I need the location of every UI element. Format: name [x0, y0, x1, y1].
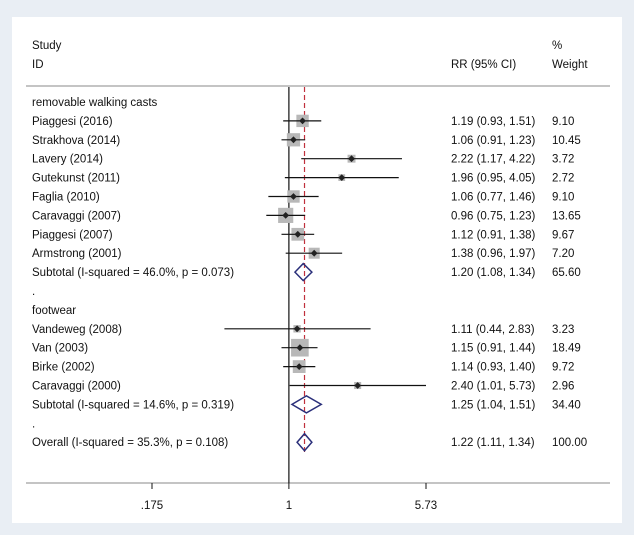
rr-ci-value: 1.25 (1.04, 1.51)	[451, 399, 536, 411]
rr-ci-value: 1.20 (1.08, 1.34)	[451, 267, 536, 279]
study-label: Piaggesi (2016)	[32, 116, 113, 128]
x-tick-label: .175	[141, 500, 163, 512]
study-label: Van (2003)	[32, 343, 88, 355]
forest-row: Birke (2002) 1.14 (0.93, 1.40) 9.72	[32, 360, 574, 374]
rows-layer: removable walking casts Piaggesi (2016) 1.…	[32, 97, 587, 452]
weight-value: 10.45	[552, 135, 581, 147]
weight-value: 34.40	[552, 399, 581, 411]
forest-row: Strakhova (2014) 1.06 (0.91, 1.23) 10.45	[32, 133, 581, 147]
rr-ci-value: 1.06 (0.91, 1.23)	[451, 135, 536, 147]
header-percent: %	[552, 40, 562, 52]
x-tick-label: 5.73	[415, 500, 437, 512]
study-label: Gutekunst (2011)	[32, 173, 120, 185]
study-label: Birke (2002)	[32, 362, 95, 374]
forest-row: Subtotal (I-squared = 46.0%, p = 0.073) 1…	[32, 262, 581, 282]
forest-row: .	[32, 286, 35, 298]
point-estimate	[282, 212, 290, 219]
x-axis: .175 1 5.73	[141, 483, 437, 512]
study-label: Lavery (2014)	[32, 154, 103, 166]
weight-value: 9.72	[552, 362, 574, 374]
forest-row: Caravaggi (2000) 2.40 (1.01, 5.73) 2.96	[32, 381, 574, 393]
x-tick-label: 1	[286, 500, 292, 512]
group-label: removable walking casts	[32, 97, 158, 109]
rr-ci-value: 1.11 (0.44, 2.83)	[451, 324, 535, 336]
weight-value: 2.96	[552, 381, 574, 393]
spacer-dot: .	[32, 418, 35, 430]
subtotal-label: Subtotal (I-squared = 14.6%, p = 0.319)	[32, 399, 234, 411]
forest-row: Subtotal (I-squared = 14.6%, p = 0.319) 1…	[32, 395, 581, 414]
forest-row: Vandeweg (2008) 1.11 (0.44, 2.83) 3.23	[32, 324, 574, 336]
rr-ci-value: 1.96 (0.95, 4.05)	[451, 173, 536, 185]
rr-ci-value: 1.14 (0.93, 1.40)	[451, 362, 536, 374]
overall-diamond	[296, 432, 313, 452]
point-estimate	[294, 230, 302, 238]
subtotal-diamond	[293, 262, 313, 282]
forest-plot: Study ID RR (95% CI) % Weight removable …	[26, 40, 610, 512]
study-label: Armstrong (2001)	[32, 248, 122, 260]
forest-row: Gutekunst (2011) 1.96 (0.95, 4.05) 2.72	[32, 173, 574, 185]
forest-row: footwear	[32, 305, 76, 317]
study-label: Caravaggi (2000)	[32, 381, 121, 393]
weight-value: 3.72	[552, 154, 574, 166]
forest-row: Caravaggi (2007) 0.96 (0.75, 1.23) 13.65	[32, 207, 581, 223]
header-study: Study	[32, 40, 62, 52]
rr-ci-value: 1.38 (0.96, 1.97)	[451, 248, 536, 260]
subtotal-label: Subtotal (I-squared = 46.0%, p = 0.073)	[32, 267, 234, 279]
rr-ci-value: 1.19 (0.93, 1.51)	[451, 116, 536, 128]
study-label: Vandeweg (2008)	[32, 324, 122, 336]
study-label: Strakhova (2014)	[32, 135, 120, 147]
study-label: Faglia (2010)	[32, 192, 100, 204]
forest-row: Faglia (2010) 1.06 (0.77, 1.46) 9.10	[32, 190, 574, 204]
point-estimate	[354, 382, 362, 389]
forest-plot-frame: Study ID RR (95% CI) % Weight removable …	[12, 17, 622, 523]
rr-ci-value: 0.96 (0.75, 1.23)	[451, 210, 536, 222]
weight-value: 65.60	[552, 267, 581, 279]
weight-value: 3.23	[552, 324, 574, 336]
point-estimate	[348, 155, 355, 163]
rr-ci-value: 1.06 (0.77, 1.46)	[451, 192, 536, 204]
group-label: footwear	[32, 305, 76, 317]
weight-value: 7.20	[552, 248, 574, 260]
rr-ci-value: 1.12 (0.91, 1.38)	[451, 229, 536, 241]
weight-value: 9.10	[552, 192, 574, 204]
study-label: Caravaggi (2007)	[32, 210, 121, 222]
spacer-dot: .	[32, 286, 35, 298]
weight-value: 100.00	[552, 437, 587, 449]
header-rr-ci: RR (95% CI)	[451, 59, 516, 71]
rr-ci-value: 1.15 (0.91, 1.44)	[451, 343, 536, 355]
header-weight: Weight	[552, 59, 588, 71]
forest-row: Overall (I-squared = 35.3%, p = 0.108) 1.…	[32, 432, 587, 452]
weight-value: 9.67	[552, 229, 574, 241]
weight-value: 2.72	[552, 173, 574, 185]
point-estimate	[310, 249, 318, 257]
weight-value: 13.65	[552, 210, 581, 222]
point-estimate	[290, 136, 297, 144]
forest-row: removable walking casts	[32, 97, 158, 109]
subtotal-diamond	[290, 395, 323, 414]
point-estimate	[295, 363, 303, 370]
rr-ci-value: 2.40 (1.01, 5.73)	[451, 381, 536, 393]
point-estimate	[290, 193, 297, 200]
forest-row: .	[32, 418, 35, 430]
forest-row: Van (2003) 1.15 (0.91, 1.44) 18.49	[32, 338, 581, 357]
overall-label: Overall (I-squared = 35.3%, p = 0.108)	[32, 437, 228, 449]
rr-ci-value: 1.22 (1.11, 1.34)	[451, 437, 535, 449]
weight-value: 18.49	[552, 343, 581, 355]
study-label: Piaggesi (2007)	[32, 229, 113, 241]
weight-value: 9.10	[552, 116, 574, 128]
forest-row: Lavery (2014) 2.22 (1.17, 4.22) 3.72	[32, 154, 574, 166]
forest-row: Armstrong (2001) 1.38 (0.96, 1.97) 7.20	[32, 247, 574, 260]
point-estimate	[338, 174, 346, 181]
forest-row: Piaggesi (2007) 1.12 (0.91, 1.38) 9.67	[32, 227, 574, 241]
point-estimate	[296, 344, 304, 352]
rr-ci-value: 2.22 (1.17, 4.22)	[451, 154, 536, 166]
point-estimate	[299, 117, 306, 125]
forest-row: Piaggesi (2016) 1.19 (0.93, 1.51) 9.10	[32, 114, 574, 128]
header-id: ID	[32, 59, 44, 71]
point-estimate	[293, 325, 301, 333]
